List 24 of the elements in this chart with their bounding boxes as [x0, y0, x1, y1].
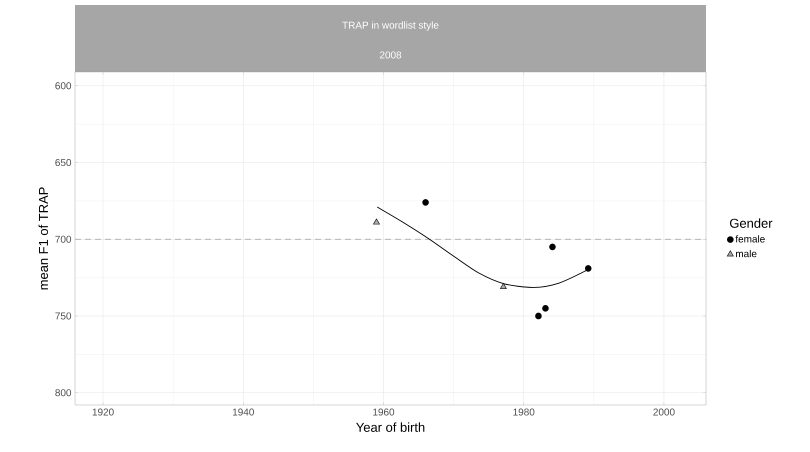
point	[422, 199, 429, 206]
point	[500, 283, 507, 289]
point	[373, 218, 380, 224]
legend-label: female	[735, 235, 765, 243]
x-axis-title: Year of birth	[356, 422, 424, 432]
y-tick-label: 700	[55, 236, 72, 243]
point	[535, 312, 542, 320]
x-tick-label: 1940	[232, 408, 254, 416]
y-tick-label: 600	[55, 82, 72, 90]
y-tick-label: 750	[55, 312, 72, 320]
chart-title: TRAP in wordlist style	[342, 21, 438, 31]
x-tick-label: 2000	[653, 408, 675, 416]
chart-subtitle: 2008	[380, 51, 402, 59]
y-tick-label: 800	[55, 389, 72, 396]
point	[549, 244, 556, 250]
x-tick-label: 1960	[373, 408, 394, 416]
point	[584, 265, 592, 272]
y-tick-label: 650	[55, 159, 72, 166]
x-tick-label: 1980	[513, 408, 534, 416]
y-axis-title: mean F1 of TRAP	[38, 187, 48, 290]
legend-title: Gender	[730, 218, 772, 228]
legend-label: male	[736, 250, 756, 258]
point	[542, 305, 549, 312]
x-tick-label: 1920	[92, 408, 114, 416]
